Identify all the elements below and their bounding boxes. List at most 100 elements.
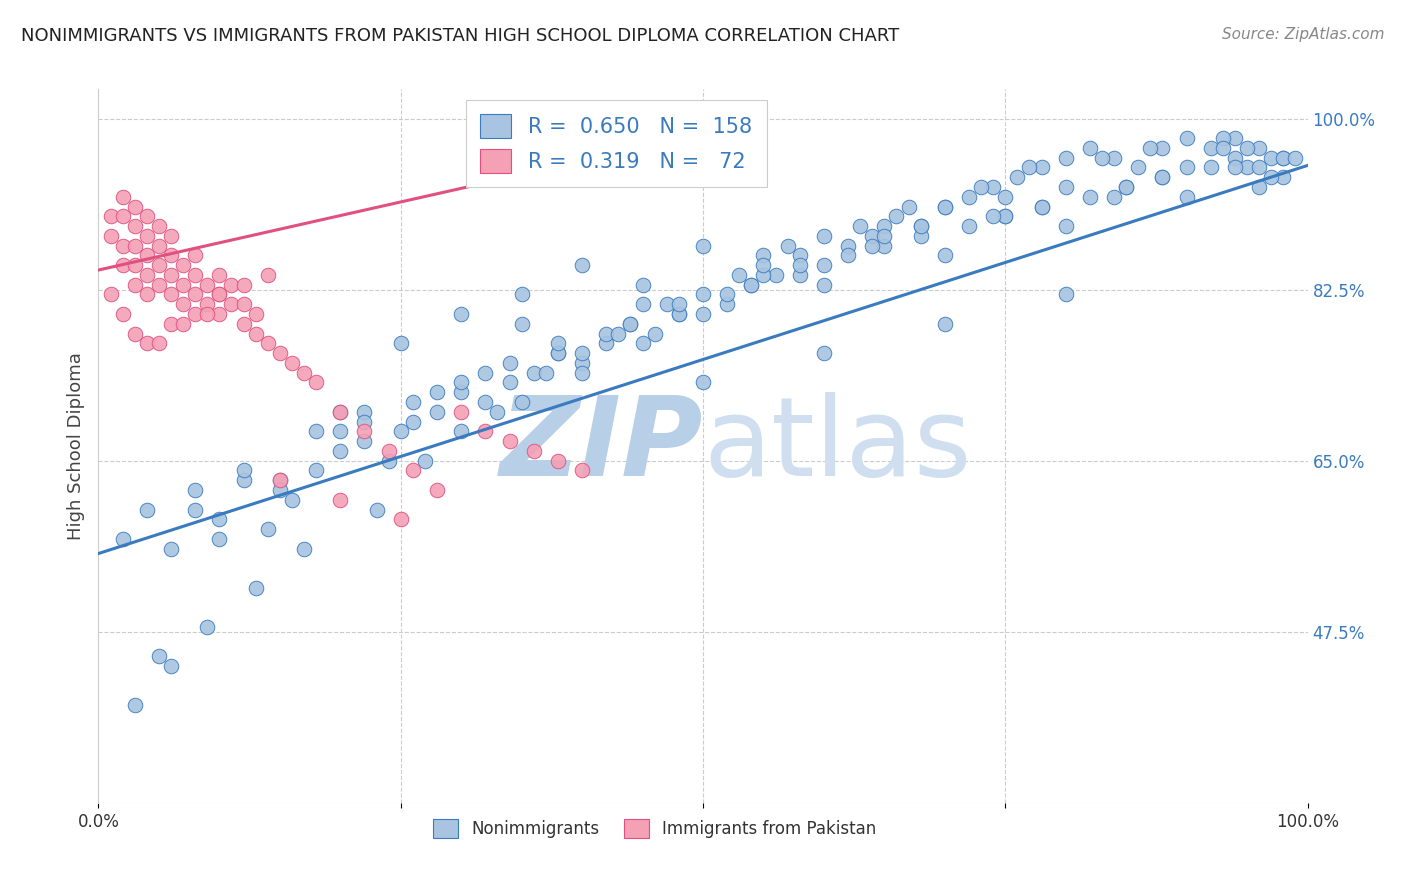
- Point: [934, 200, 956, 214]
- Text: NONIMMIGRANTS VS IMMIGRANTS FROM PAKISTAN HIGH SCHOOL DIPLOMA CORRELATION CHART: NONIMMIGRANTS VS IMMIGRANTS FROM PAKISTA…: [21, 27, 900, 45]
- Point: [135, 336, 157, 351]
- Point: [1212, 141, 1234, 155]
- Point: [148, 258, 170, 272]
- Point: [571, 366, 593, 380]
- Point: [111, 258, 134, 272]
- Point: [510, 395, 533, 409]
- Point: [208, 307, 231, 321]
- Point: [353, 425, 375, 439]
- Point: [111, 532, 134, 546]
- Point: [752, 268, 775, 282]
- Point: [1223, 151, 1246, 165]
- Point: [184, 307, 207, 321]
- Point: [728, 268, 751, 282]
- Point: [160, 268, 183, 282]
- Point: [631, 336, 654, 351]
- Point: [510, 287, 533, 301]
- Point: [245, 581, 267, 595]
- Point: [124, 698, 146, 712]
- Point: [1249, 141, 1271, 155]
- Point: [329, 405, 352, 419]
- Point: [1152, 170, 1174, 185]
- Point: [269, 346, 291, 360]
- Point: [1212, 131, 1234, 145]
- Point: [934, 200, 956, 214]
- Point: [124, 277, 146, 292]
- Point: [1152, 141, 1174, 155]
- Point: [269, 483, 291, 497]
- Point: [595, 326, 617, 341]
- Point: [571, 346, 593, 360]
- Point: [184, 483, 207, 497]
- Point: [208, 287, 231, 301]
- Point: [160, 287, 183, 301]
- Point: [1031, 161, 1053, 175]
- Point: [172, 297, 194, 311]
- Point: [716, 287, 738, 301]
- Point: [1115, 180, 1137, 194]
- Point: [160, 228, 183, 243]
- Point: [1018, 161, 1040, 175]
- Point: [934, 317, 956, 331]
- Point: [1102, 151, 1125, 165]
- Point: [232, 317, 254, 331]
- Point: [450, 307, 472, 321]
- Point: [281, 492, 304, 507]
- Point: [111, 307, 134, 321]
- Point: [740, 277, 762, 292]
- Point: [1054, 219, 1077, 233]
- Point: [160, 317, 183, 331]
- Point: [377, 443, 399, 458]
- Point: [1091, 151, 1114, 165]
- Point: [389, 512, 412, 526]
- Point: [619, 317, 641, 331]
- Point: [172, 258, 194, 272]
- Point: [124, 200, 146, 214]
- Point: [1128, 161, 1150, 175]
- Point: [292, 366, 315, 380]
- Point: [245, 307, 267, 321]
- Point: [135, 268, 157, 282]
- Point: [221, 297, 243, 311]
- Point: [1175, 190, 1198, 204]
- Point: [450, 376, 472, 390]
- Point: [547, 346, 569, 360]
- Point: [135, 502, 157, 516]
- Point: [873, 238, 896, 252]
- Point: [547, 346, 569, 360]
- Point: [184, 268, 207, 282]
- Legend: Nonimmigrants, Immigrants from Pakistan: Nonimmigrants, Immigrants from Pakistan: [426, 812, 883, 845]
- Point: [148, 277, 170, 292]
- Point: [1078, 141, 1101, 155]
- Point: [1054, 287, 1077, 301]
- Point: [547, 453, 569, 467]
- Point: [1152, 170, 1174, 185]
- Point: [160, 541, 183, 556]
- Point: [994, 209, 1017, 223]
- Point: [329, 425, 352, 439]
- Point: [595, 336, 617, 351]
- Point: [692, 287, 714, 301]
- Point: [1054, 180, 1077, 194]
- Point: [498, 356, 520, 370]
- Point: [135, 228, 157, 243]
- Point: [789, 268, 811, 282]
- Point: [232, 463, 254, 477]
- Point: [1175, 131, 1198, 145]
- Point: [221, 277, 243, 292]
- Point: [329, 443, 352, 458]
- Point: [111, 190, 134, 204]
- Point: [1199, 141, 1222, 155]
- Point: [450, 405, 472, 419]
- Point: [172, 317, 194, 331]
- Point: [1284, 151, 1306, 165]
- Point: [135, 209, 157, 223]
- Point: [1272, 170, 1295, 185]
- Point: [232, 473, 254, 487]
- Point: [547, 336, 569, 351]
- Point: [957, 190, 980, 204]
- Point: [1199, 161, 1222, 175]
- Point: [631, 277, 654, 292]
- Point: [256, 268, 278, 282]
- Point: [208, 287, 231, 301]
